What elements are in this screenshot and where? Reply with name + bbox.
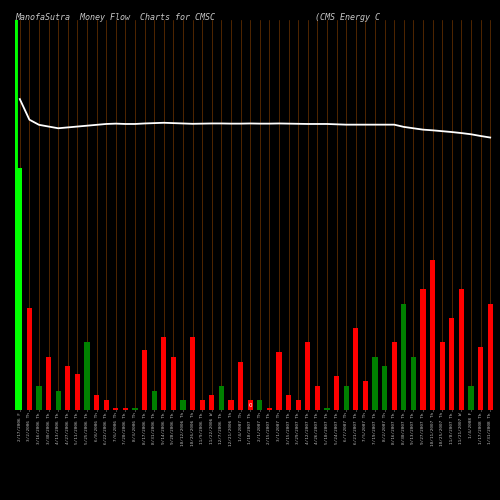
Bar — [94, 396, 99, 410]
Bar — [401, 304, 406, 410]
Bar — [46, 357, 51, 410]
Bar — [411, 357, 416, 410]
Bar — [305, 342, 310, 410]
Bar — [228, 400, 234, 410]
Bar — [36, 386, 42, 410]
Bar — [248, 400, 253, 410]
Bar — [190, 338, 195, 410]
Bar — [152, 390, 157, 410]
Bar — [104, 400, 109, 410]
Bar — [171, 357, 176, 410]
Bar — [296, 400, 301, 410]
Text: ManofaSutra  Money Flow  Charts for CMSC                    (CMS Energy C: ManofaSutra Money Flow Charts for CMSC (… — [15, 12, 380, 22]
Bar — [161, 338, 166, 410]
Bar — [392, 342, 397, 410]
Bar — [382, 366, 387, 410]
Bar — [449, 318, 454, 410]
Bar — [334, 376, 339, 410]
Bar — [276, 352, 281, 410]
Bar — [353, 328, 358, 410]
Bar — [113, 408, 118, 410]
Bar — [200, 400, 205, 410]
Bar — [488, 304, 493, 410]
Bar — [132, 408, 138, 410]
Bar — [65, 366, 70, 410]
Bar — [372, 357, 378, 410]
Bar — [324, 408, 330, 410]
Text: 0: 0 — [248, 403, 252, 408]
Bar — [219, 386, 224, 410]
Bar — [123, 408, 128, 410]
Bar — [430, 260, 435, 410]
Bar — [75, 374, 80, 410]
Bar — [478, 347, 483, 410]
Bar — [180, 400, 186, 410]
Bar — [420, 289, 426, 410]
Bar — [315, 386, 320, 410]
Bar — [267, 408, 272, 410]
Bar — [27, 308, 32, 410]
Bar — [17, 168, 22, 410]
Bar — [363, 381, 368, 410]
Bar — [344, 386, 349, 410]
Bar — [257, 400, 262, 410]
Bar — [238, 362, 243, 410]
Bar — [56, 390, 61, 410]
Bar — [209, 396, 214, 410]
Bar — [468, 386, 473, 410]
Bar — [142, 350, 147, 410]
Bar — [440, 342, 445, 410]
Bar — [459, 289, 464, 410]
Bar — [286, 396, 291, 410]
Bar — [84, 342, 89, 410]
Bar — [17, 180, 22, 410]
